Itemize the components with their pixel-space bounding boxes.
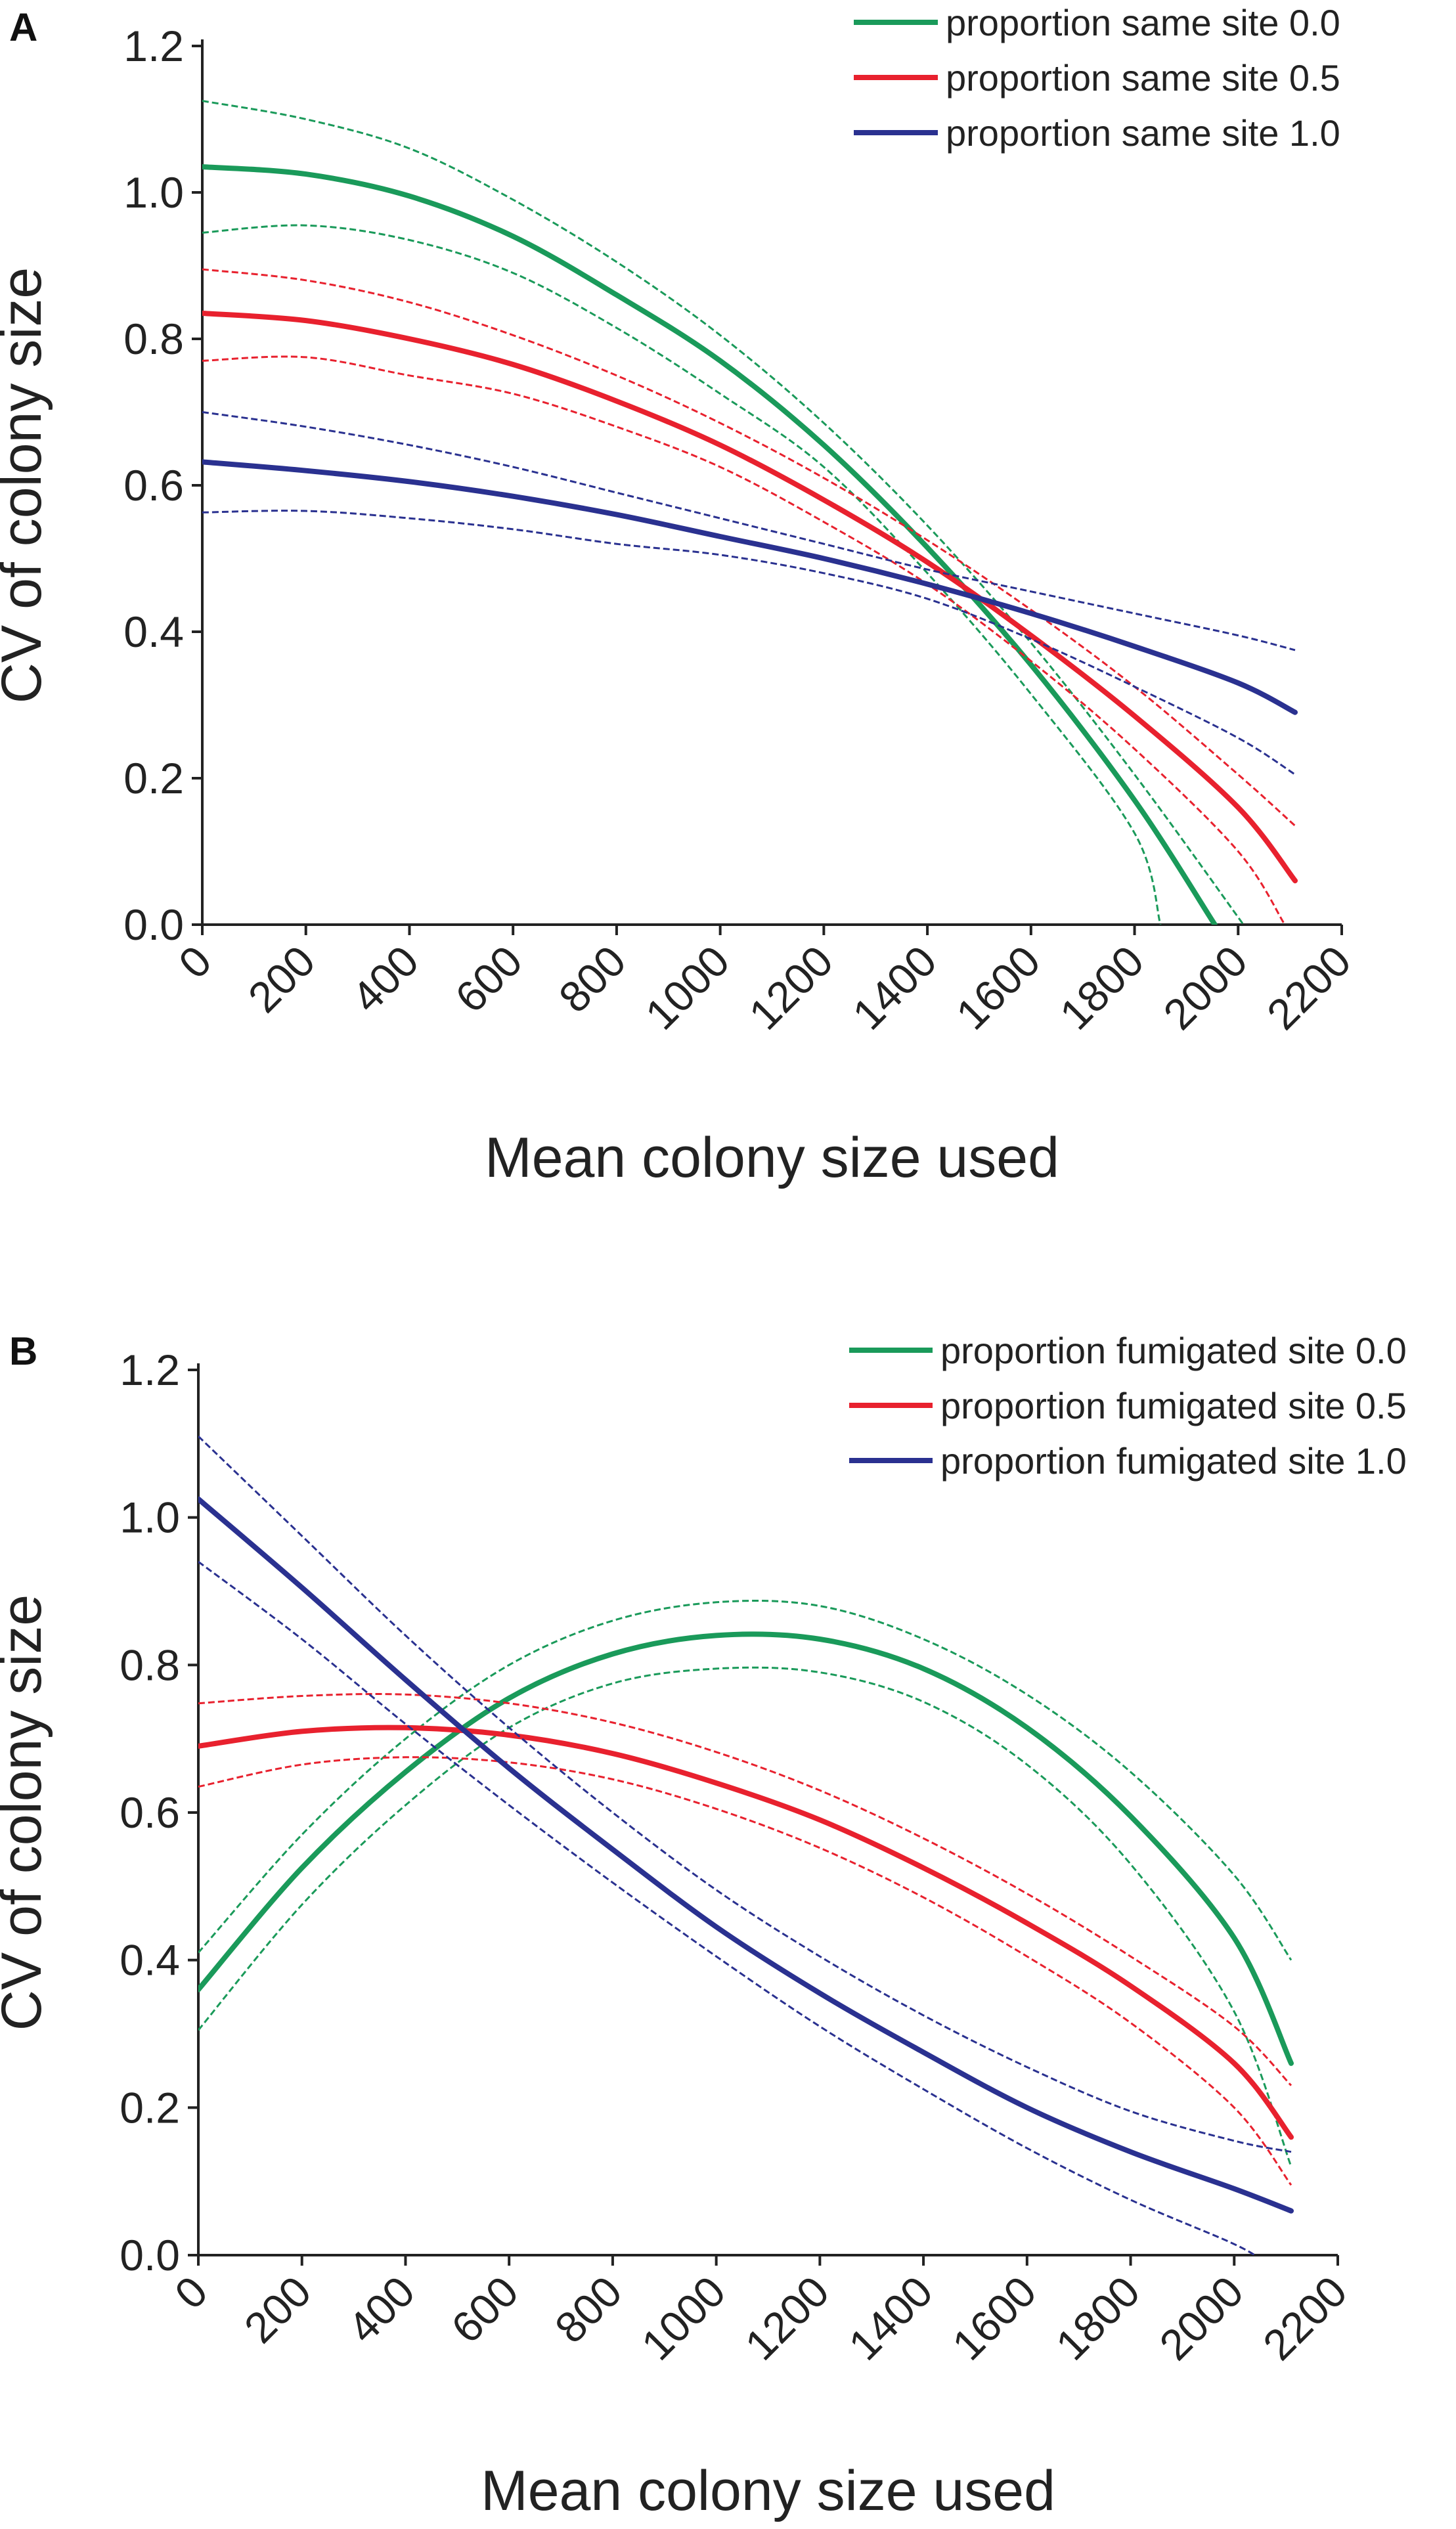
y-tick-label: 0.6 (123, 461, 184, 510)
ci-lower-line-2 (198, 1560, 1257, 2255)
x-tick-label: 800 (546, 2267, 631, 2352)
x-axis-title: Mean colony size used (481, 2459, 1055, 2522)
panel-a: A0.00.20.40.60.81.01.20 200 400 600 800 1000 1… (0, 2, 1360, 1189)
ci-lower-line-2 (202, 510, 1296, 776)
y-tick-label: 0.6 (120, 1788, 180, 1837)
y-tick-label: 0.0 (120, 2231, 180, 2279)
fit-line-0 (198, 1631, 1294, 2066)
panel-label: A (9, 5, 37, 49)
fit-line-1 (198, 1725, 1294, 2140)
x-tick-label: 400 (342, 936, 428, 1022)
x-tick-label: 1600 (947, 936, 1049, 1039)
x-tick-label: 2200 (1258, 936, 1360, 1039)
x-tick-label: 1400 (843, 936, 946, 1039)
plot-area (202, 100, 1298, 925)
ci-upper-line-1 (198, 1693, 1292, 2086)
y-tick-label: 1.2 (120, 1346, 180, 1394)
x-tick-label: 1000 (636, 936, 738, 1039)
x-tick-label: 1000 (632, 2267, 734, 2369)
x-tick-label: 600 (442, 2267, 527, 2352)
y-tick-label: 0.2 (123, 754, 184, 803)
ci-upper-line-1 (202, 268, 1296, 827)
y-tick-label: 0.0 (123, 900, 184, 949)
legend-label: proportion same site 0.5 (946, 57, 1340, 99)
x-tick-label: 1400 (839, 2267, 942, 2369)
legend-label: proportion same site 1.0 (946, 112, 1340, 154)
x-tick-label: 800 (550, 936, 635, 1022)
ci-upper-line-0 (202, 100, 1245, 925)
x-tick-label: 2200 (1254, 2267, 1356, 2369)
y-tick-label: 0.8 (120, 1640, 180, 1689)
y-tick-label: 1.0 (123, 168, 184, 217)
fit-line-2 (198, 1496, 1294, 2214)
x-tick-label: 1200 (736, 2267, 838, 2369)
legend-label: proportion fumigated site 1.0 (940, 1440, 1407, 1482)
legend-label: proportion fumigated site 0.5 (940, 1385, 1407, 1426)
panel-label: B (9, 1329, 37, 1373)
x-tick-label: 400 (338, 2267, 424, 2352)
y-tick-label: 1.2 (123, 22, 184, 70)
x-tick-label: 200 (238, 936, 324, 1022)
y-tick-label: 1.0 (120, 1493, 180, 1542)
x-tick-label: 1200 (739, 936, 842, 1039)
fit-line-1 (202, 311, 1298, 884)
y-tick-label: 0.8 (123, 315, 184, 363)
x-tick-label: 600 (446, 936, 531, 1022)
fit-line-2 (202, 459, 1298, 715)
y-axis-title: CV of colony size (0, 267, 53, 703)
y-tick-label: 0.4 (120, 1936, 180, 1985)
ci-lower-line-0 (202, 224, 1162, 925)
x-tick-label: 1800 (1046, 2267, 1149, 2369)
ci-lower-line-1 (198, 1756, 1292, 2186)
x-tick-label: 200 (234, 2267, 320, 2352)
panel-b: B0.00.20.40.60.81.01.20 200 400 600 800 1000 1… (0, 1329, 1407, 2522)
y-tick-label: 0.2 (120, 2083, 180, 2132)
fit-line-0 (202, 164, 1218, 925)
ci-lower-line-0 (198, 1666, 1292, 2167)
x-tick-label: 2000 (1154, 936, 1256, 1039)
x-tick-label: 1800 (1050, 936, 1153, 1039)
x-tick-label: 2000 (1150, 2267, 1252, 2369)
plot-area (198, 1436, 1294, 2255)
ci-upper-line-0 (198, 1599, 1292, 1961)
x-axis-title: Mean colony size used (485, 1126, 1059, 1189)
ci-upper-line-2 (198, 1436, 1292, 2153)
y-tick-label: 0.4 (123, 607, 184, 656)
x-tick-label: 1600 (943, 2267, 1046, 2369)
ci-upper-line-2 (202, 411, 1296, 651)
legend-label: proportion same site 0.0 (946, 2, 1340, 43)
y-axis-title: CV of colony size (0, 1594, 53, 2031)
legend-label: proportion fumigated site 0.0 (940, 1330, 1407, 1371)
ci-lower-line-1 (202, 355, 1286, 925)
